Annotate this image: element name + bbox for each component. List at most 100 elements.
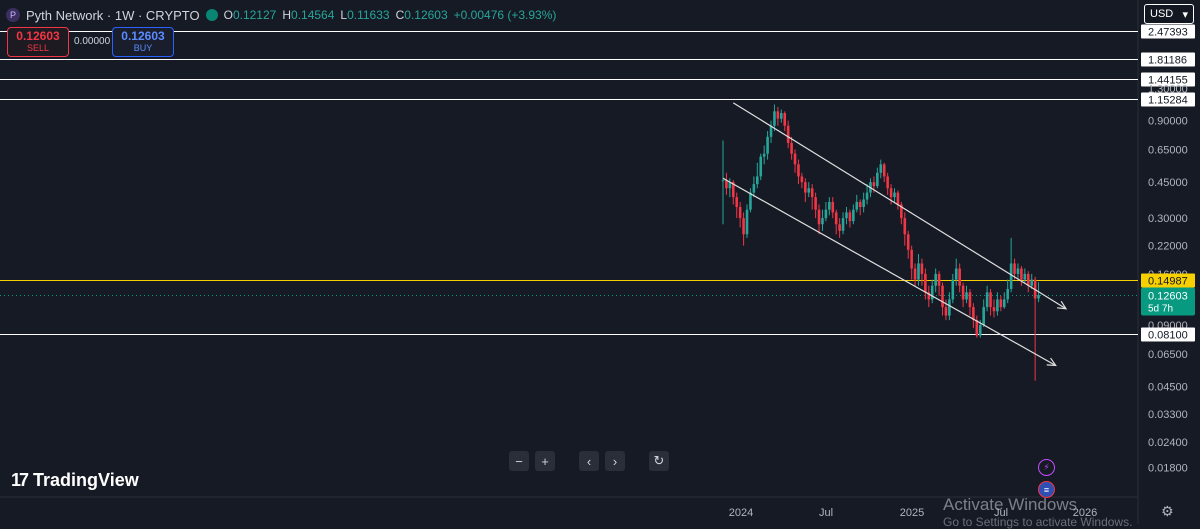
- candle-body: [725, 180, 728, 189]
- scroll-right-button[interactable]: ›: [605, 451, 625, 471]
- candle-body: [913, 268, 917, 280]
- candle-body: [749, 192, 752, 210]
- candle-body: [807, 188, 811, 193]
- candle-body: [1030, 279, 1033, 286]
- candle-body: [1016, 268, 1020, 274]
- us-flag-event-icon[interactable]: ≡: [1038, 481, 1055, 498]
- pyth-logo-icon: P: [6, 8, 20, 22]
- chevron-down-icon: ▾: [1182, 8, 1188, 21]
- y-tick-label: 0.45000: [1148, 177, 1188, 189]
- candle-body: [780, 113, 783, 119]
- candle-body: [731, 182, 735, 198]
- candle-body: [924, 273, 927, 293]
- tradingview-logo[interactable]: 17 TradingView: [11, 470, 139, 491]
- buy-button[interactable]: 0.12603 BUY: [112, 27, 174, 57]
- candle-body: [721, 180, 725, 182]
- level-label-box: [1141, 92, 1195, 107]
- y-tick-label: 0.30000: [1148, 213, 1188, 225]
- candle-body: [954, 268, 958, 280]
- candle-body: [882, 164, 886, 177]
- candle-body: [1026, 273, 1030, 286]
- y-tick-label: 0.03300: [1148, 409, 1188, 421]
- candle-body: [876, 172, 879, 187]
- candle-body: [951, 279, 955, 300]
- currency-label: USD: [1150, 8, 1174, 20]
- candle-body: [927, 292, 931, 300]
- candle-body: [965, 292, 968, 300]
- price-axis[interactable]: 0.900000.650000.450000.300000.220000.160…: [1141, 24, 1195, 475]
- candle-body: [893, 192, 896, 198]
- market-status-icon: [205, 9, 218, 21]
- candle-body: [834, 212, 838, 225]
- candle-body: [858, 201, 862, 208]
- last-price-box: [1141, 287, 1195, 316]
- y-tick-label: 0.22000: [1148, 241, 1188, 253]
- candle-body: [745, 209, 749, 235]
- x-tick-label: 2024: [729, 507, 753, 519]
- level-label-box: [1141, 273, 1195, 288]
- reset-chart-button[interactable]: ↻: [649, 451, 669, 471]
- candle-body: [841, 218, 845, 231]
- time-axis[interactable]: 2024 Jul 2025 Jul 2026: [729, 507, 1097, 519]
- level-label: 1.44155: [1148, 75, 1188, 87]
- ohlc-close: C0.12603: [395, 8, 448, 22]
- horizontal-levels[interactable]: [0, 31, 1138, 335]
- candle-body: [903, 218, 907, 235]
- candle-body: [948, 299, 951, 316]
- symbol-header: P Pyth Network · 1W · CRYPTO O0.12127 H0…: [6, 5, 556, 25]
- candle-body: [786, 125, 790, 143]
- level-label: 0.08100: [1148, 330, 1188, 342]
- channel-upper-line-arrow: [1056, 300, 1068, 310]
- y-tick-label: 0.01800: [1148, 463, 1188, 475]
- candle-body: [996, 299, 999, 312]
- candle-body: [793, 153, 797, 165]
- candle-body: [930, 285, 934, 300]
- candle-body: [804, 182, 807, 193]
- trend-channel[interactable]: [722, 102, 1068, 367]
- candle-body: [879, 164, 883, 173]
- candles: [721, 104, 1040, 381]
- tradingview-mark-icon: 17: [11, 470, 29, 490]
- candle-body: [999, 299, 1003, 308]
- zoom-out-button[interactable]: −: [509, 451, 529, 471]
- x-tick-label: Jul: [994, 507, 1008, 519]
- level-label-box: [1141, 52, 1195, 67]
- candle-body: [978, 324, 982, 336]
- candle-body: [917, 263, 920, 280]
- candle-body: [941, 285, 944, 308]
- candle-body: [738, 207, 742, 219]
- candle-body: [906, 234, 910, 250]
- currency-select[interactable]: USD ▾: [1144, 4, 1194, 24]
- candle-body: [920, 263, 924, 274]
- candle-body: [756, 176, 759, 185]
- candle-body: [972, 307, 975, 321]
- candle-body: [910, 249, 913, 269]
- candle-body: [735, 197, 739, 208]
- sell-price: 0.12603: [16, 29, 60, 43]
- candle-body: [992, 307, 996, 312]
- level-label: 1.15284: [1148, 95, 1188, 107]
- candle-body: [728, 182, 732, 189]
- flash-event-icon[interactable]: ⚡: [1038, 459, 1055, 476]
- level-label: 2.47393: [1148, 27, 1188, 39]
- zoom-in-button[interactable]: +: [535, 451, 555, 471]
- y-tick-label: 0.06500: [1148, 349, 1188, 361]
- buy-label: BUY: [133, 43, 153, 53]
- candle-body: [800, 176, 804, 183]
- gear-icon[interactable]: ⚙: [1161, 503, 1174, 519]
- ohlc-values: O0.12127 H0.14564 L0.11633 C0.12603 +0.0…: [224, 8, 557, 22]
- symbol-title[interactable]: Pyth Network · 1W · CRYPTO: [26, 7, 200, 23]
- candle-body: [1020, 268, 1023, 280]
- candle-body: [975, 320, 979, 336]
- channel-lower-line-arrow: [1046, 357, 1057, 367]
- candle-body: [937, 273, 941, 286]
- scroll-left-button[interactable]: ‹: [579, 451, 599, 471]
- candle-body: [783, 113, 787, 126]
- y-tick-label: 0.90000: [1148, 116, 1188, 128]
- sell-button[interactable]: 0.12603 SELL: [7, 27, 69, 57]
- candle-body: [1002, 299, 1006, 308]
- candle-body: [848, 212, 852, 222]
- candle-body: [1009, 263, 1013, 289]
- candle-body: [810, 188, 814, 198]
